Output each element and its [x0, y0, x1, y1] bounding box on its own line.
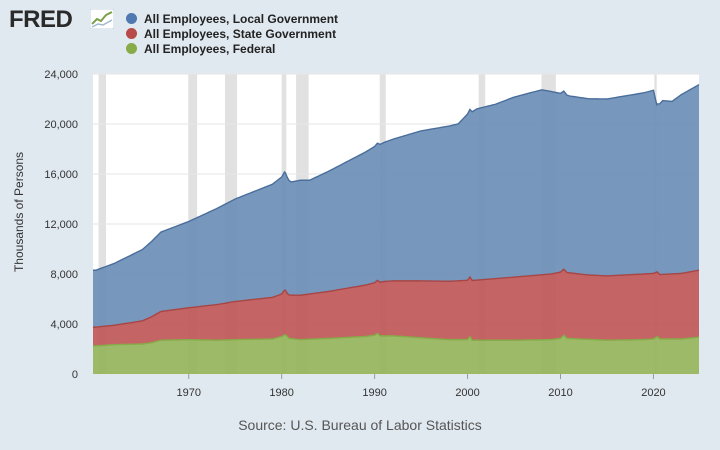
y-tick-label: 20,000: [44, 119, 78, 131]
legend: All Employees, Local Government All Empl…: [126, 11, 338, 56]
series-line-local: [93, 84, 700, 271]
legend-marker-local: [126, 13, 137, 24]
legend-label-federal: All Employees, Federal: [144, 41, 276, 56]
fred-logo[interactable]: FRED: [9, 6, 73, 33]
x-tick-label: 1970: [176, 387, 200, 399]
series-line-federal: [93, 332, 700, 347]
x-tick-label: 1980: [269, 387, 293, 399]
series-line-state: [93, 268, 700, 328]
x-tick-label: 2020: [641, 387, 665, 399]
x-tick-label: 2000: [455, 387, 479, 399]
area-federal[interactable]: [93, 333, 699, 374]
legend-item-federal[interactable]: All Employees, Federal: [126, 41, 338, 56]
y-tick-label: 24,000: [44, 69, 78, 81]
legend-label-local: All Employees, Local Government: [144, 11, 339, 26]
y-axis-label: Thousands of Persons: [12, 152, 26, 272]
legend-label-state: All Employees, State Government: [144, 26, 337, 41]
x-tick-label: 1990: [362, 387, 386, 399]
y-tick-label: 8,000: [50, 269, 78, 281]
legend-marker-state: [126, 28, 137, 39]
y-tick-label: 12,000: [44, 219, 78, 231]
source-note[interactable]: Source: U.S. Bureau of Labor Statistics: [238, 417, 482, 433]
legend-item-state[interactable]: All Employees, State Government: [126, 26, 338, 41]
legend-marker-federal: [126, 43, 137, 54]
y-tick-label: 4,000: [50, 319, 78, 331]
line-chart-icon: [90, 9, 114, 29]
legend-item-local[interactable]: All Employees, Local Government: [126, 11, 338, 26]
area-state[interactable]: [93, 269, 699, 346]
area-local[interactable]: [93, 84, 699, 328]
y-tick-label: 16,000: [44, 169, 78, 181]
y-tick-label: 0: [72, 369, 78, 381]
x-tick-label: 2010: [548, 387, 572, 399]
